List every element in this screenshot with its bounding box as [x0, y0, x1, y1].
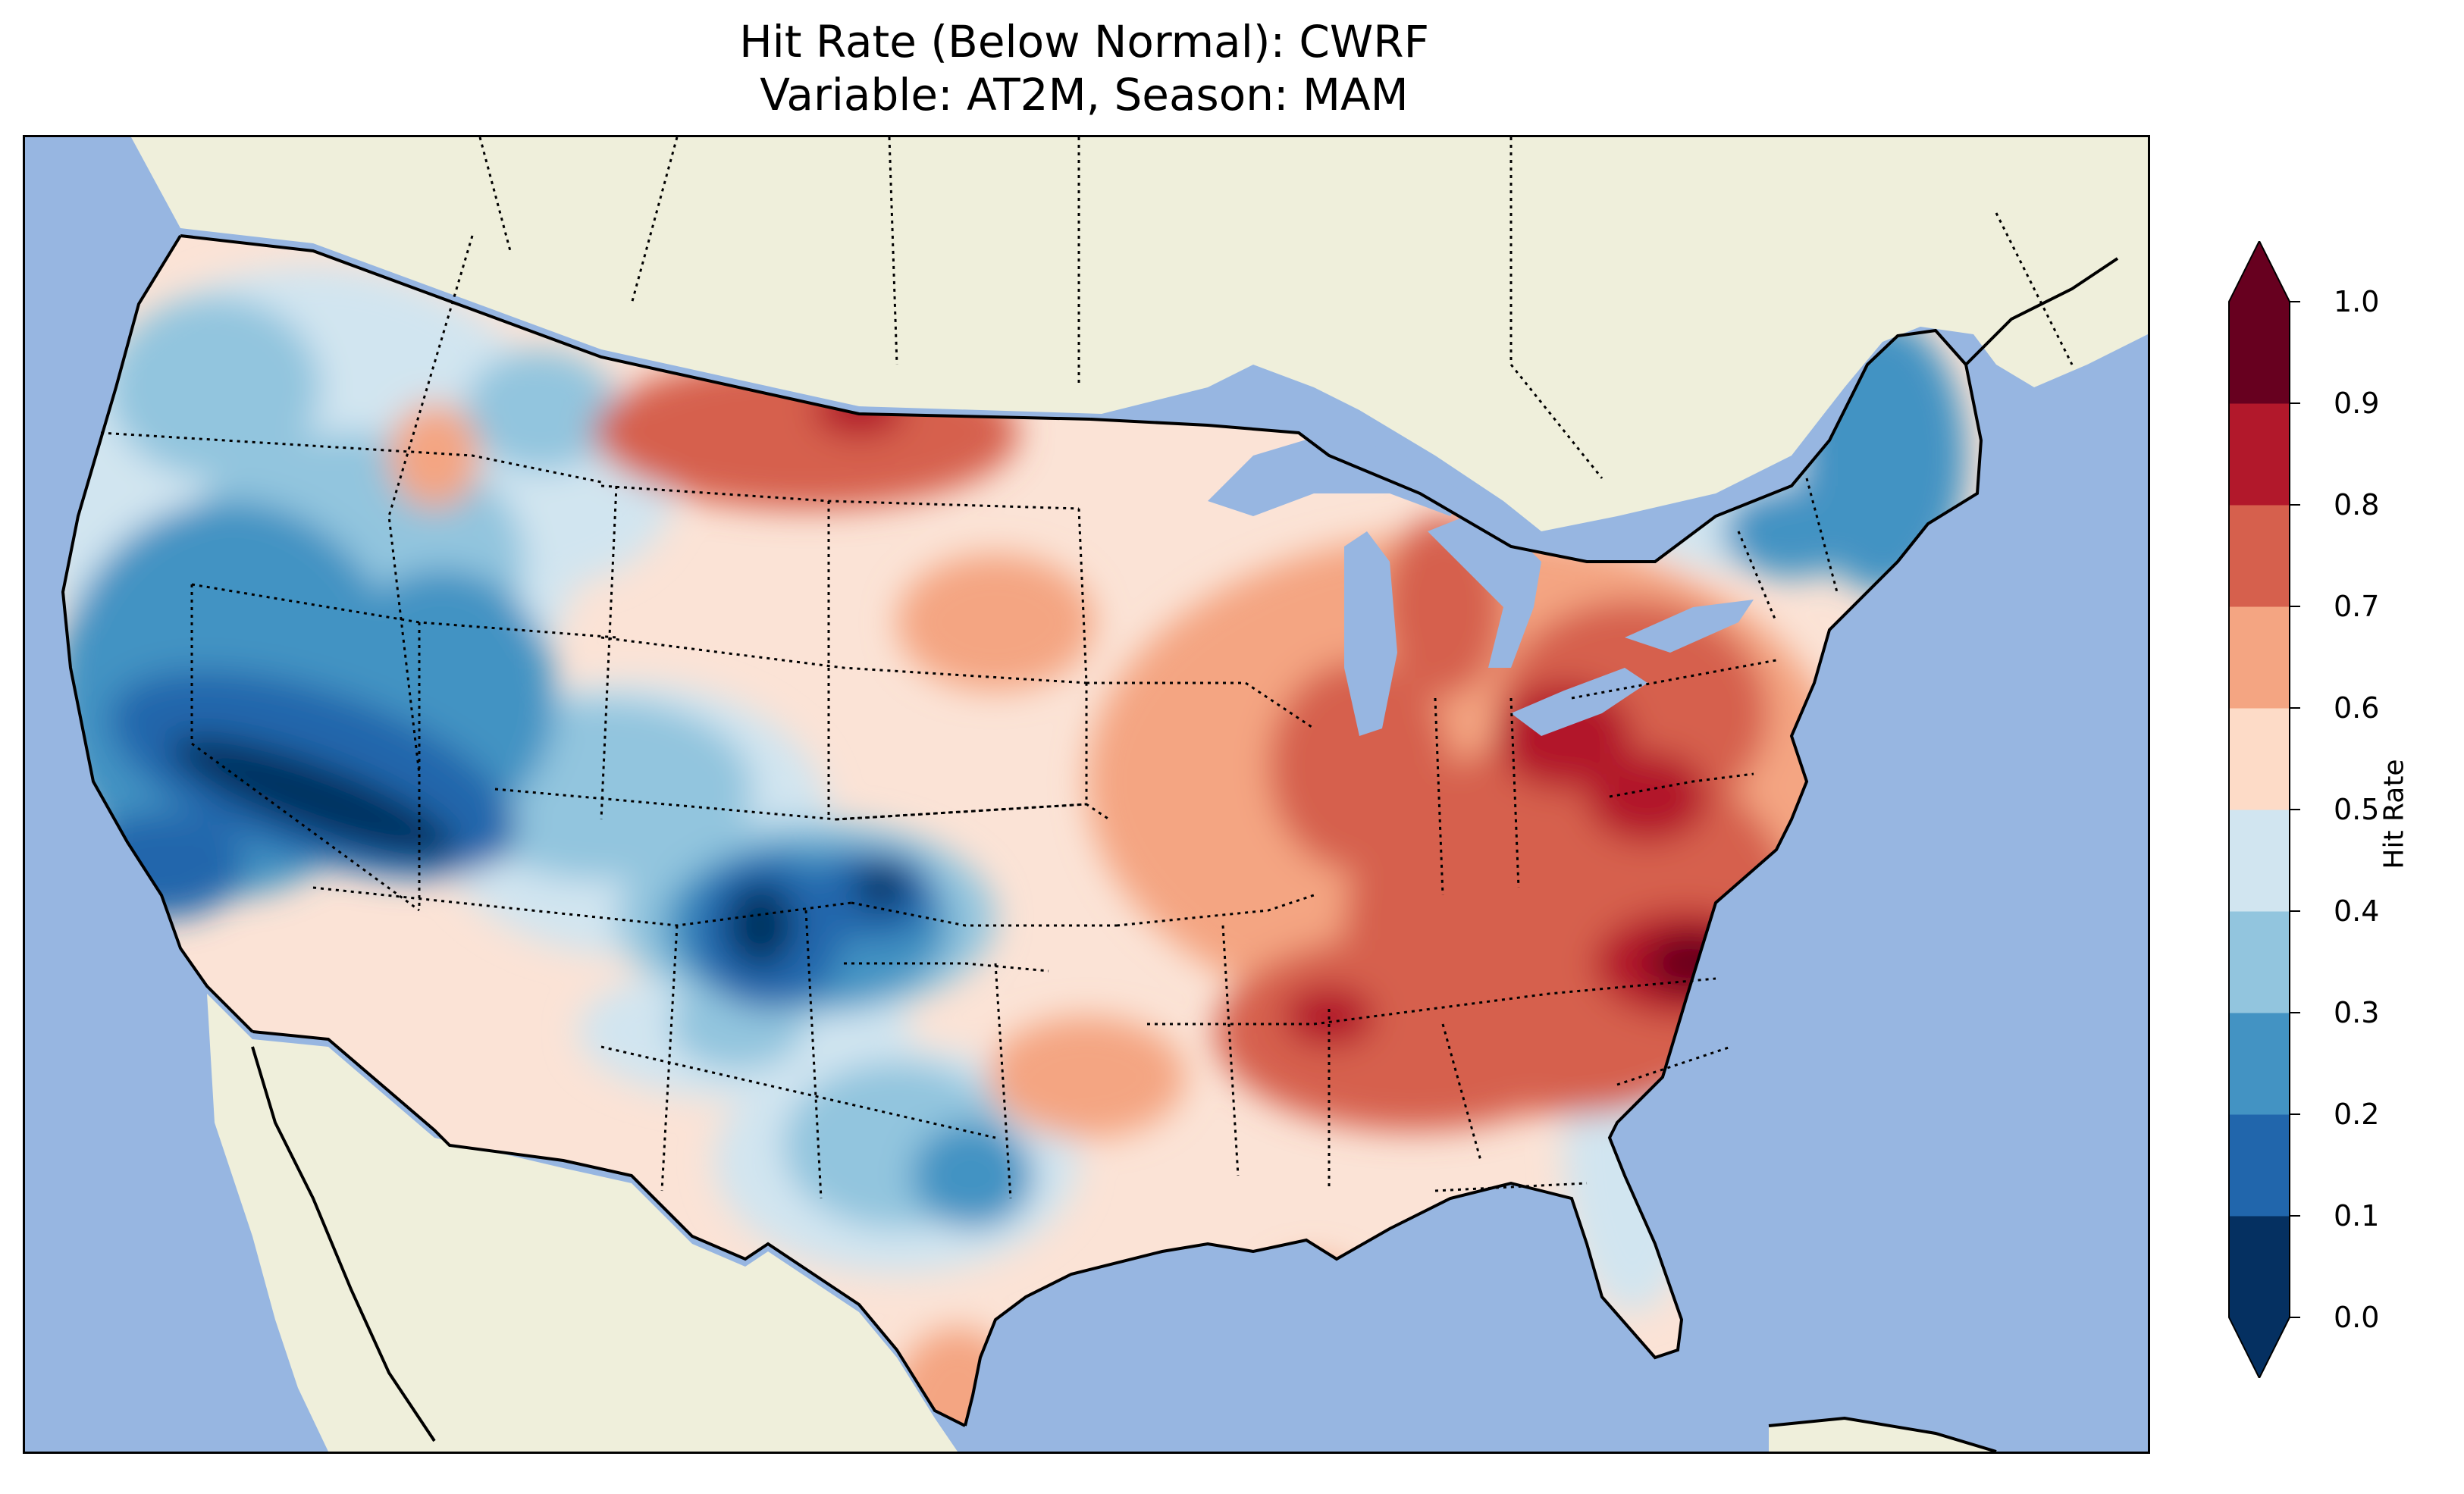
canada-land [131, 137, 2148, 531]
colorbar-tick-label: 0.8 [2334, 488, 2380, 521]
map-canvas [25, 137, 2148, 1452]
colorbar [2228, 241, 2300, 1378]
colorbar-tick-label: 0.9 [2334, 387, 2380, 420]
colorbar-extend-max [2229, 241, 2290, 302]
colorbar-tick-label: 0.1 [2334, 1199, 2380, 1232]
colorbar-tick-label: 0.0 [2334, 1301, 2380, 1334]
colorbar-ticks [2290, 301, 2300, 1318]
colorbar-bins [2229, 302, 2290, 1318]
colorbar-tick-label: 0.4 [2334, 894, 2380, 928]
figure-title-line-1: Hit Rate (Below Normal): CWRF [739, 16, 1429, 67]
colorbar-label: Hit Rate [2378, 759, 2410, 869]
state-borders [100, 235, 1839, 1199]
colorbar-bin [2229, 911, 2290, 1013]
cuba [1769, 1418, 1996, 1452]
colorbar-bin [2229, 403, 2290, 506]
colorbar-bin [2229, 1114, 2290, 1217]
colorbar-bin [2229, 302, 2290, 404]
colorbar-bin [2229, 1013, 2290, 1115]
colorbar-tick-label: 0.6 [2334, 691, 2380, 725]
coastlines [61, 234, 2119, 1452]
colorbar-tick-label: 0.5 [2334, 793, 2380, 826]
colorbar-bin [2229, 505, 2290, 607]
colorbar-tick-label: 0.3 [2334, 996, 2380, 1029]
great-lakes [1208, 433, 1754, 736]
mexico-land [207, 994, 958, 1452]
colorbar-extend-min [2229, 1317, 2290, 1378]
colorbar-tick-label: 0.2 [2334, 1098, 2380, 1131]
colorbar-bin [2229, 606, 2290, 709]
colorbar-bin [2229, 810, 2290, 912]
colorbar-tick-label: 0.7 [2334, 590, 2380, 623]
colorbar-bin [2229, 708, 2290, 810]
figure-title-line-2: Variable: AT2M, Season: MAM [760, 69, 1409, 121]
province-borders [478, 137, 2074, 479]
colorbar-tick-label: 1.0 [2334, 285, 2380, 318]
map-panel [23, 135, 2150, 1454]
colorbar-bin [2229, 1216, 2290, 1318]
